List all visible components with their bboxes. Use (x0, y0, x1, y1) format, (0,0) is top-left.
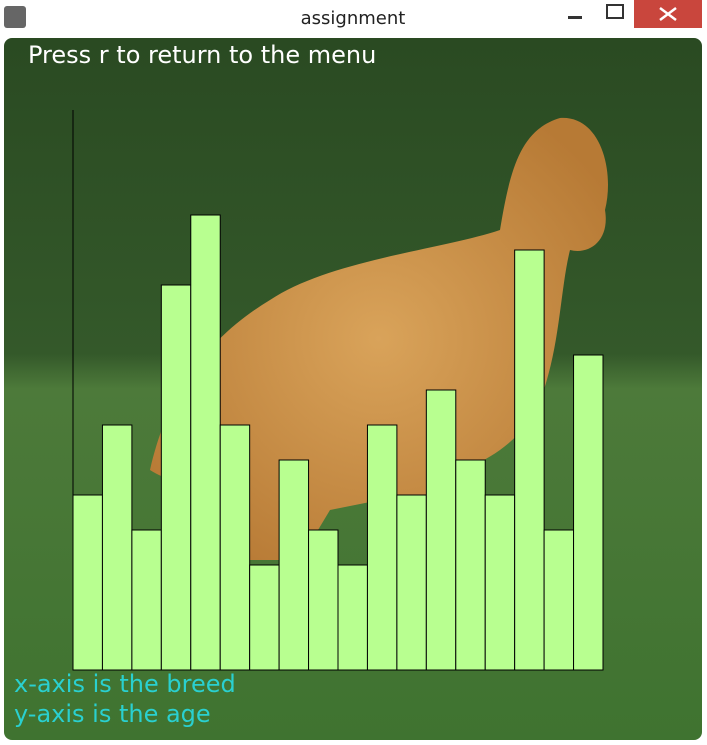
bar (573, 354, 604, 671)
bar (514, 249, 545, 671)
dog-photo (150, 117, 608, 560)
app-icon (4, 6, 26, 28)
y-axis-note: y-axis is the age (14, 700, 211, 728)
bar (455, 459, 486, 671)
bar (219, 424, 251, 671)
bar (543, 529, 575, 671)
bar (308, 529, 339, 671)
bar (337, 564, 368, 671)
maximize-button[interactable] (606, 4, 624, 19)
bar (131, 529, 162, 671)
menu-hint: Press r to return to the menu (28, 41, 376, 69)
bar (101, 424, 133, 671)
bar (190, 214, 221, 671)
bar (484, 494, 516, 671)
bar (425, 389, 457, 671)
minimize-button[interactable] (568, 16, 582, 19)
bar (396, 494, 427, 671)
bar (366, 424, 398, 671)
bar (72, 494, 103, 671)
close-icon (659, 7, 677, 21)
x-axis-note: x-axis is the breed (14, 670, 236, 698)
bar (249, 564, 280, 671)
bar (160, 284, 192, 671)
bar (278, 459, 310, 671)
window-title: assignment (301, 8, 406, 29)
